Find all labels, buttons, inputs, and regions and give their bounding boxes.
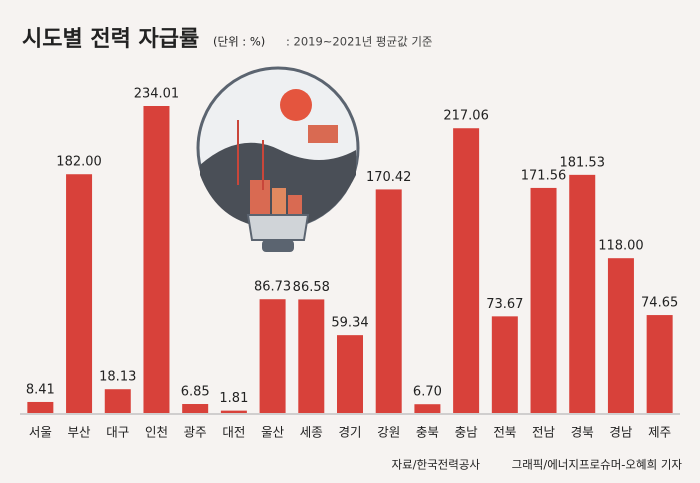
unit-label: (단위 : %) (213, 35, 265, 49)
bar (298, 299, 325, 413)
value-label: 170.42 (366, 170, 412, 185)
bulb-illustration (196, 66, 360, 252)
value-label: 1.81 (219, 391, 248, 406)
bar (530, 187, 557, 413)
source: 자료/한국전력공사 (391, 458, 480, 472)
x-tick-label: 경기 (338, 425, 361, 440)
value-label: 234.01 (134, 87, 180, 102)
x-tick-label: 경남 (609, 425, 633, 440)
value-label: 74.65 (641, 296, 678, 311)
x-tick-label: 충남 (455, 425, 479, 440)
x-tick-label: 광주 (184, 425, 207, 440)
x-tick-label: 강원 (377, 425, 400, 440)
x-tick-label: 울산 (261, 425, 285, 440)
x-tick-label: 인천 (145, 425, 168, 440)
bar (182, 404, 209, 413)
value-label: 171.56 (521, 168, 567, 183)
chart-title: 시도별 전력 자급률 (22, 27, 199, 52)
x-tick-label: 경북 (571, 425, 594, 440)
value-label: 8.41 (26, 382, 55, 397)
x-tick-label: 부산 (68, 425, 92, 440)
value-label: 59.34 (331, 316, 368, 331)
bar (104, 389, 131, 413)
bar (27, 401, 54, 413)
x-tick-label: 대전 (222, 425, 245, 440)
bar (607, 258, 634, 413)
x-tick-label: 제주 (648, 425, 671, 440)
value-label: 181.53 (559, 155, 605, 170)
bar (259, 299, 286, 413)
bar (414, 404, 441, 413)
x-tick-label: 전남 (532, 425, 556, 440)
value-label: 86.73 (254, 280, 291, 295)
value-label: 182.00 (56, 155, 102, 170)
bar (337, 335, 363, 413)
bar (220, 410, 247, 413)
value-label: 118.00 (598, 239, 644, 254)
bar (646, 315, 673, 413)
value-label: 86.58 (293, 280, 330, 295)
x-tick-label: 충북 (416, 425, 439, 440)
x-tick-label: 대구 (106, 425, 129, 440)
bar (491, 316, 518, 413)
x-tick-label: 세종 (300, 425, 323, 440)
x-tick-label: 전북 (493, 425, 516, 440)
note: : 2019~2021년 평균값 기준 (286, 35, 433, 49)
value-label: 73.67 (486, 297, 523, 312)
bar (569, 174, 596, 413)
x-tick-label: 서울 (29, 425, 52, 440)
bar (66, 174, 93, 413)
bar (143, 106, 170, 413)
value-label: 18.13 (99, 370, 136, 385)
value-label: 6.85 (181, 385, 210, 400)
value-label: 6.70 (413, 385, 442, 400)
bar (375, 189, 402, 413)
credit: 그래픽/에너지프로슈머-오혜희 기자 (512, 458, 683, 472)
bar (453, 128, 480, 413)
value-label: 217.06 (443, 109, 489, 124)
